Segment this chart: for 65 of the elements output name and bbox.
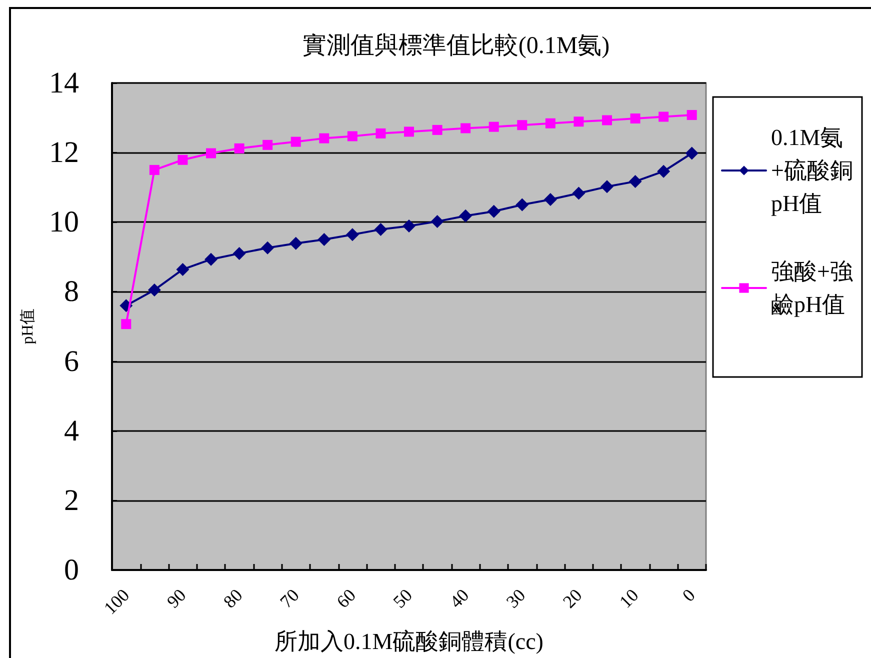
point	[404, 126, 414, 137]
point	[686, 110, 697, 120]
y-tick-label: 6	[64, 344, 79, 378]
point	[232, 246, 246, 260]
y-tick-label: 2	[64, 484, 79, 517]
y-tick-label: 4	[64, 414, 79, 448]
point	[487, 204, 500, 218]
legend-label: 0.1M氨+硫酸銅pH值	[771, 125, 853, 216]
x-tick-label: 80	[220, 584, 246, 612]
x-tick-label: 90	[162, 584, 190, 612]
point	[685, 146, 698, 160]
point	[206, 148, 216, 158]
y-tick-label: 0	[64, 554, 79, 586]
point	[149, 164, 160, 175]
point	[204, 252, 218, 266]
point	[261, 241, 274, 254]
point	[574, 116, 584, 127]
x-tick-label: 40	[446, 584, 473, 612]
y-tick-label: 8	[64, 275, 79, 308]
point	[374, 222, 388, 236]
point	[176, 262, 190, 276]
point	[544, 193, 557, 206]
point	[488, 122, 499, 132]
x-tick-label: 20	[558, 584, 586, 612]
point	[600, 180, 614, 194]
point	[290, 136, 301, 147]
legend-label: 強酸+強鹼pH值	[771, 259, 853, 317]
y-tick-label: 12	[49, 136, 79, 170]
x-axis-title: 所加入0.1M硫酸銅體積(cc)	[274, 629, 544, 654]
point	[319, 133, 330, 144]
point	[657, 164, 670, 178]
x-tick-label: 60	[332, 584, 360, 612]
point	[234, 143, 244, 154]
point	[517, 120, 528, 130]
point	[262, 140, 273, 150]
point	[121, 319, 132, 330]
point	[658, 112, 669, 122]
point	[630, 113, 640, 124]
y-tick-label: 14	[49, 66, 79, 100]
point	[572, 186, 586, 200]
point	[628, 174, 642, 188]
x-tick-label: 0	[678, 584, 699, 606]
x-tick-label: 30	[502, 584, 530, 612]
point	[460, 123, 471, 134]
point	[178, 154, 188, 165]
chart-title: 實測值與標準值比較(0.1M氨)	[302, 33, 610, 59]
point	[459, 209, 472, 222]
y-tick-label: 10	[49, 206, 79, 239]
point	[148, 283, 161, 296]
point	[430, 214, 444, 228]
point	[602, 115, 612, 126]
x-tick-label: 50	[389, 584, 416, 612]
x-tick-label: 10	[616, 584, 642, 612]
point	[432, 124, 442, 135]
point	[376, 128, 386, 138]
y-axis-title: pH值	[20, 308, 36, 344]
point	[347, 131, 358, 142]
point	[346, 228, 359, 242]
point	[516, 198, 529, 212]
point	[402, 219, 416, 232]
point	[318, 233, 331, 246]
point	[289, 236, 302, 250]
x-tick-label: 100	[100, 584, 134, 618]
x-tick-label: 70	[276, 584, 303, 612]
point	[545, 118, 556, 128]
